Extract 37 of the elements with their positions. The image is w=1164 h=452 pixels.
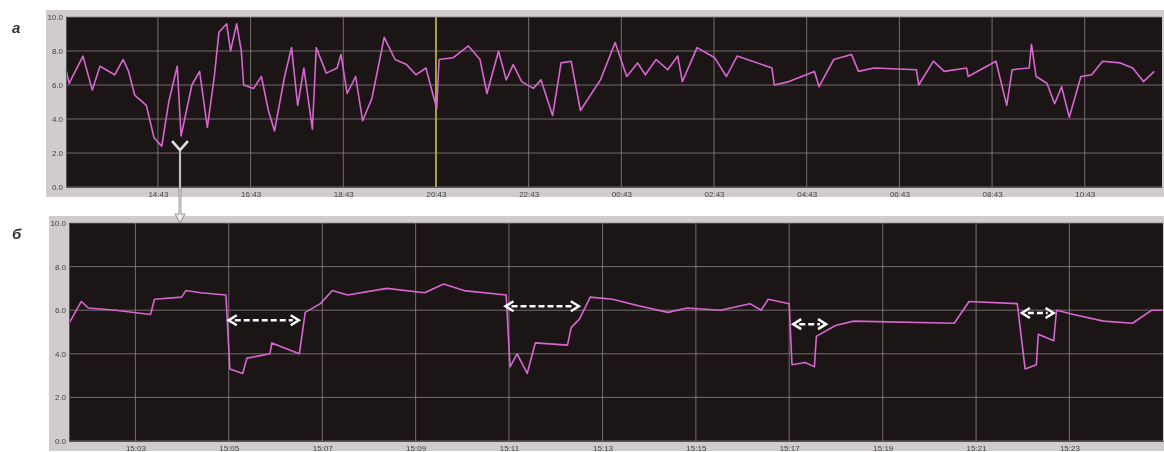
y-tick-label: 6.0: [51, 81, 64, 91]
x-tick-label: 06:43: [889, 189, 911, 199]
x-tick-label: 02:43: [704, 189, 726, 199]
x-tick-label: 15:05: [219, 443, 240, 452]
y-tick-label: 2.0: [51, 149, 64, 159]
y-tick-label: 0.0: [51, 183, 64, 193]
y-tick-label: 4.0: [51, 115, 64, 125]
y-tick-label: 2.0: [54, 393, 67, 403]
x-tick-label: 08:43: [982, 189, 1004, 199]
x-tick-label: 15:19: [873, 443, 894, 452]
x-tick-label: 22:43: [519, 189, 540, 199]
x-tick-label: 15:03: [125, 443, 147, 452]
x-tick-label: 16:43: [241, 189, 262, 199]
chart-title: б: [12, 225, 22, 242]
y-tick-label: 8.0: [51, 47, 64, 57]
y-tick-label: 10.0: [50, 219, 67, 229]
x-tick-label: 15:21: [966, 443, 988, 452]
line-series: [68, 283, 1164, 375]
y-tick-label: 10.0: [47, 13, 64, 23]
y-tick-label: 0.0: [54, 437, 67, 447]
x-tick-label: 15:17: [779, 443, 801, 452]
y-tick-label: 8.0: [54, 262, 67, 272]
x-tick-label: 20:43: [426, 189, 448, 199]
x-tick-label: 15:09: [406, 443, 427, 452]
chart-title: а: [12, 19, 21, 36]
x-tick-label: 15:11: [499, 443, 520, 452]
x-tick-label: 15:07: [312, 443, 334, 452]
x-tick-label: 00:43: [611, 189, 633, 199]
x-tick-label: 18:43: [333, 189, 355, 199]
y-tick-label: 6.0: [54, 306, 67, 316]
y-tick-label: 4.0: [54, 349, 67, 359]
x-tick-label: 15:13: [593, 443, 614, 452]
x-tick-label: 10:43: [1075, 189, 1096, 199]
x-tick-label: 15:23: [1059, 443, 1081, 452]
x-tick-label: 15:15: [686, 443, 707, 452]
x-tick-label: 14:43: [148, 189, 169, 199]
x-tick-label: 04:43: [797, 189, 818, 199]
